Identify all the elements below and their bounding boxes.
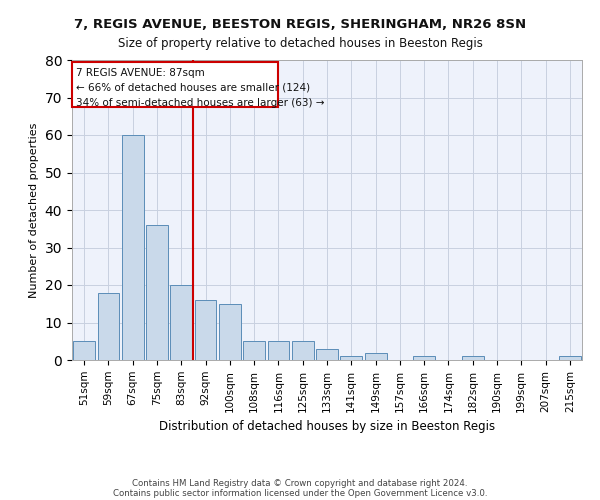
Text: Size of property relative to detached houses in Beeston Regis: Size of property relative to detached ho… — [118, 38, 482, 51]
X-axis label: Distribution of detached houses by size in Beeston Regis: Distribution of detached houses by size … — [159, 420, 495, 433]
Bar — [559, 356, 581, 360]
Bar — [146, 225, 168, 360]
Bar — [243, 341, 265, 360]
Bar — [340, 356, 362, 360]
Bar — [413, 356, 435, 360]
Text: 7 REGIS AVENUE: 87sqm: 7 REGIS AVENUE: 87sqm — [76, 68, 205, 78]
Bar — [170, 285, 192, 360]
Bar — [219, 304, 241, 360]
Text: Contains HM Land Registry data © Crown copyright and database right 2024.: Contains HM Land Registry data © Crown c… — [132, 478, 468, 488]
Bar — [316, 349, 338, 360]
Bar — [97, 292, 119, 360]
Bar — [73, 341, 95, 360]
Bar — [292, 341, 314, 360]
Bar — [365, 352, 386, 360]
Text: 34% of semi-detached houses are larger (63) →: 34% of semi-detached houses are larger (… — [76, 98, 325, 108]
Bar — [462, 356, 484, 360]
Bar — [194, 300, 217, 360]
Text: Contains public sector information licensed under the Open Government Licence v3: Contains public sector information licen… — [113, 488, 487, 498]
Bar — [268, 341, 289, 360]
Text: 7, REGIS AVENUE, BEESTON REGIS, SHERINGHAM, NR26 8SN: 7, REGIS AVENUE, BEESTON REGIS, SHERINGH… — [74, 18, 526, 30]
Y-axis label: Number of detached properties: Number of detached properties — [29, 122, 39, 298]
Bar — [73, 62, 278, 107]
Text: ← 66% of detached houses are smaller (124): ← 66% of detached houses are smaller (12… — [76, 82, 310, 92]
Bar — [122, 135, 143, 360]
